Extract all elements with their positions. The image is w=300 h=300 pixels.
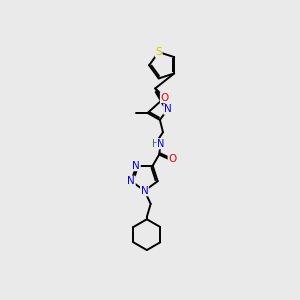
Text: N: N	[141, 186, 148, 196]
Text: O: O	[160, 93, 169, 103]
Text: N: N	[133, 161, 140, 171]
Text: H: H	[152, 139, 159, 149]
Text: O: O	[168, 154, 176, 164]
Text: N: N	[164, 104, 172, 114]
Text: N: N	[128, 176, 135, 186]
Text: S: S	[155, 47, 162, 57]
Text: N: N	[157, 139, 164, 149]
